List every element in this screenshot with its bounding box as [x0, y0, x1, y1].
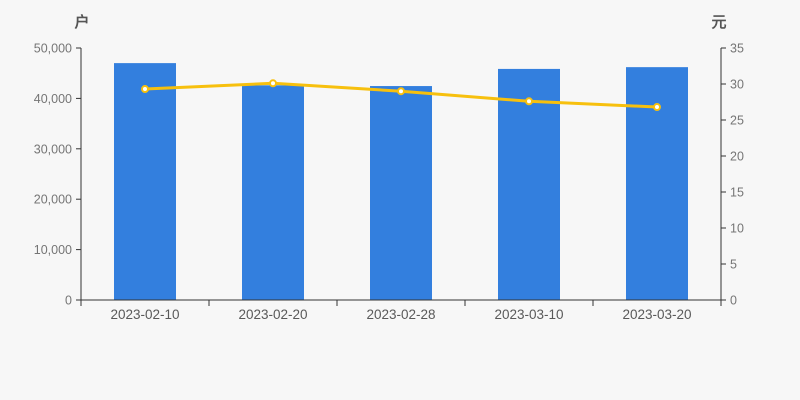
axes: 010,00020,00030,00040,00050,000051015202… — [34, 42, 744, 323]
left-axis-tick-label: 0 — [65, 294, 72, 308]
right-axis-tick-label: 10 — [730, 222, 744, 236]
x-axis-category-label: 2023-03-10 — [494, 307, 563, 322]
right-axis-tick-label: 35 — [730, 42, 744, 56]
line-point — [269, 79, 277, 88]
left-axis-unit-label: 户 — [74, 13, 89, 31]
bar — [370, 86, 432, 300]
right-axis-tick-label: 0 — [730, 294, 737, 308]
line-point — [653, 103, 661, 112]
right-axis-unit-label: 元 — [711, 14, 726, 31]
line-point — [397, 87, 405, 96]
bar — [626, 67, 688, 300]
right-axis-tick-label: 25 — [730, 114, 744, 128]
line-point — [525, 97, 533, 106]
x-axis-category-label: 2023-03-20 — [622, 307, 691, 322]
left-axis-tick-label: 10,000 — [34, 243, 72, 257]
line-series — [141, 79, 661, 112]
right-axis-tick-label: 30 — [730, 78, 744, 92]
x-axis-category-label: 2023-02-10 — [110, 307, 179, 322]
left-axis-tick-label: 20,000 — [34, 193, 72, 207]
right-axis-tick-label: 15 — [730, 186, 744, 200]
x-axis-category-label: 2023-02-28 — [366, 307, 435, 322]
left-axis-tick-label: 40,000 — [34, 92, 72, 106]
x-axis-category-label: 2023-02-20 — [238, 307, 307, 322]
left-axis-tick-label: 30,000 — [34, 142, 72, 156]
bar — [242, 85, 304, 301]
right-axis-tick-label: 5 — [730, 258, 737, 272]
left-axis-tick-label: 50,000 — [34, 42, 72, 56]
bar — [498, 68, 560, 300]
bar-series — [114, 63, 688, 301]
line-point — [141, 85, 149, 94]
bar — [114, 63, 176, 301]
right-axis-tick-label: 20 — [730, 150, 744, 164]
